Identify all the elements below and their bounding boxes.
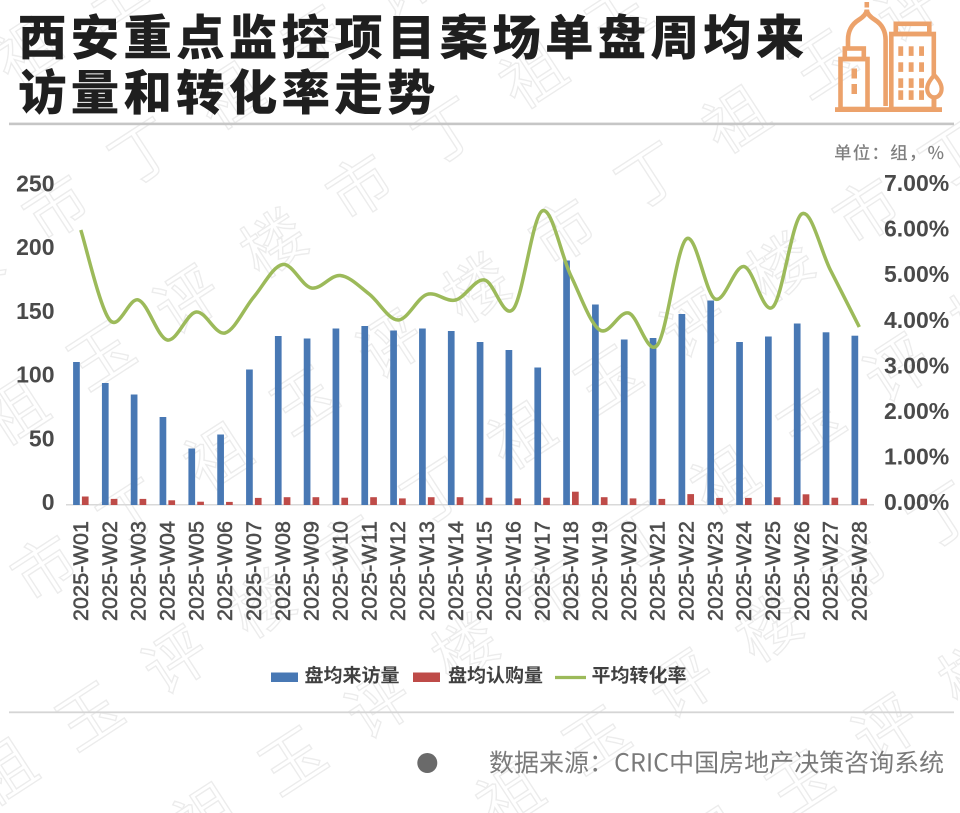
svg-text:200: 200 bbox=[16, 234, 54, 260]
svg-text:2025-W11: 2025-W11 bbox=[357, 521, 381, 621]
svg-text:2025-W06: 2025-W06 bbox=[213, 521, 237, 621]
svg-text:2025-W10: 2025-W10 bbox=[329, 521, 353, 621]
svg-text:2025-W20: 2025-W20 bbox=[617, 521, 641, 621]
svg-text:2025-W17: 2025-W17 bbox=[530, 521, 554, 621]
svg-text:2025-W14: 2025-W14 bbox=[444, 521, 468, 621]
svg-text:2025-W23: 2025-W23 bbox=[703, 521, 727, 621]
svg-text:2025-W22: 2025-W22 bbox=[675, 521, 699, 621]
svg-text:2025-W26: 2025-W26 bbox=[790, 521, 814, 621]
svg-text:2025-W27: 2025-W27 bbox=[819, 521, 843, 621]
svg-text:2025-W07: 2025-W07 bbox=[242, 521, 266, 621]
svg-text:5.00%: 5.00% bbox=[884, 261, 949, 287]
svg-text:2025-W28: 2025-W28 bbox=[848, 521, 872, 621]
svg-text:100: 100 bbox=[16, 362, 54, 388]
svg-text:3.00%: 3.00% bbox=[884, 352, 949, 378]
svg-text:2025-W15: 2025-W15 bbox=[473, 521, 497, 621]
svg-text:150: 150 bbox=[16, 298, 54, 324]
svg-text:2025-W19: 2025-W19 bbox=[588, 521, 612, 621]
svg-text:2025-W01: 2025-W01 bbox=[69, 521, 93, 621]
svg-text:2025-W24: 2025-W24 bbox=[732, 521, 756, 621]
svg-text:2025-W09: 2025-W09 bbox=[300, 521, 324, 621]
svg-text:250: 250 bbox=[16, 171, 54, 197]
svg-text:4.00%: 4.00% bbox=[884, 307, 949, 333]
svg-text:2025-W04: 2025-W04 bbox=[156, 521, 180, 621]
svg-text:0.00%: 0.00% bbox=[884, 489, 949, 515]
svg-text:2025-W03: 2025-W03 bbox=[127, 521, 151, 621]
svg-text:6.00%: 6.00% bbox=[884, 216, 949, 242]
svg-text:2025-W08: 2025-W08 bbox=[271, 521, 295, 621]
svg-text:2025-W12: 2025-W12 bbox=[386, 521, 410, 621]
svg-text:0: 0 bbox=[42, 489, 55, 515]
svg-text:2025-W18: 2025-W18 bbox=[559, 521, 583, 621]
svg-text:2025-W16: 2025-W16 bbox=[502, 521, 526, 621]
svg-text:2025-W21: 2025-W21 bbox=[646, 521, 670, 621]
svg-text:7.00%: 7.00% bbox=[884, 170, 949, 196]
svg-text:2025-W05: 2025-W05 bbox=[184, 521, 208, 621]
svg-text:2.00%: 2.00% bbox=[884, 398, 949, 424]
svg-text:2025-W02: 2025-W02 bbox=[98, 521, 122, 621]
svg-text:1.00%: 1.00% bbox=[884, 443, 949, 469]
svg-text:2025-W25: 2025-W25 bbox=[761, 521, 785, 621]
svg-text:50: 50 bbox=[29, 425, 55, 451]
svg-text:2025-W13: 2025-W13 bbox=[415, 521, 439, 621]
